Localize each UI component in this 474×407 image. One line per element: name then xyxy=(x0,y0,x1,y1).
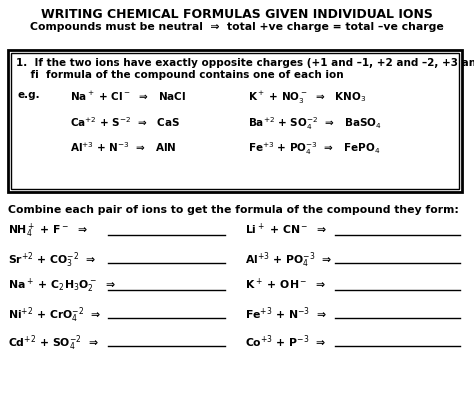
Text: Sr$^{+2}$ + CO$_3^{-2}$  ⇒: Sr$^{+2}$ + CO$_3^{-2}$ ⇒ xyxy=(8,250,97,269)
Text: Fe$^{+3}$ + N$^{-3}$  ⇒: Fe$^{+3}$ + N$^{-3}$ ⇒ xyxy=(245,305,327,322)
Text: Al$^{+3}$ + PO$_4^{-3}$  ⇒: Al$^{+3}$ + PO$_4^{-3}$ ⇒ xyxy=(245,250,332,269)
Text: Al$^{+3}$ + N$^{-3}$  ⇒   AlN: Al$^{+3}$ + N$^{-3}$ ⇒ AlN xyxy=(70,140,176,154)
Bar xyxy=(8,50,462,192)
Text: Ni$^{+2}$ + CrO$_4^{-2}$  ⇒: Ni$^{+2}$ + CrO$_4^{-2}$ ⇒ xyxy=(8,305,101,325)
Text: Li$^+$ + CN$^-$  ⇒: Li$^+$ + CN$^-$ ⇒ xyxy=(245,222,327,237)
Text: K$^+$ + NO$_3^-$  ⇒   KNO$_3$: K$^+$ + NO$_3^-$ ⇒ KNO$_3$ xyxy=(248,90,366,106)
Text: K$^+$ + OH$^-$  ⇒: K$^+$ + OH$^-$ ⇒ xyxy=(245,277,326,292)
Text: Na$^+$ + C$_2$H$_3$O$_2^-$  ⇒: Na$^+$ + C$_2$H$_3$O$_2^-$ ⇒ xyxy=(8,277,116,295)
Text: Compounds must be neutral  ⇒  total +ve charge = total –ve charge: Compounds must be neutral ⇒ total +ve ch… xyxy=(30,22,444,32)
Text: Ca$^{+2}$ + S$^{-2}$  ⇒   CaS: Ca$^{+2}$ + S$^{-2}$ ⇒ CaS xyxy=(70,115,180,129)
Text: Cd$^{+2}$ + SO$_4^{-2}$  ⇒: Cd$^{+2}$ + SO$_4^{-2}$ ⇒ xyxy=(8,333,99,352)
Text: Combine each pair of ions to get the formula of the compound they form:: Combine each pair of ions to get the for… xyxy=(8,205,459,215)
Text: NH$_4^+$ + F$^-$  ⇒: NH$_4^+$ + F$^-$ ⇒ xyxy=(8,222,88,240)
Text: 1.  If the two ions have exactly opposite charges (+1 and –1, +2 and –2, +3 and : 1. If the two ions have exactly opposite… xyxy=(16,58,474,68)
Text: Fe$^{+3}$ + PO$_4^{-3}$  ⇒   FePO$_4$: Fe$^{+3}$ + PO$_4^{-3}$ ⇒ FePO$_4$ xyxy=(248,140,380,157)
Bar xyxy=(11,53,459,189)
Text: Ba$^{+2}$ + SO$_4^{-2}$  ⇒   BaSO$_4$: Ba$^{+2}$ + SO$_4^{-2}$ ⇒ BaSO$_4$ xyxy=(248,115,382,132)
Text: Na$^+$ + Cl$^-$  ⇒   NaCl: Na$^+$ + Cl$^-$ ⇒ NaCl xyxy=(70,90,186,103)
Text: e.g.: e.g. xyxy=(18,90,41,100)
Text: fi  formula of the compound contains one of each ion: fi formula of the compound contains one … xyxy=(16,70,344,80)
Text: WRITING CHEMICAL FORMULAS GIVEN INDIVIDUAL IONS: WRITING CHEMICAL FORMULAS GIVEN INDIVIDU… xyxy=(41,8,433,21)
Text: Co$^{+3}$ + P$^{-3}$  ⇒: Co$^{+3}$ + P$^{-3}$ ⇒ xyxy=(245,333,327,350)
